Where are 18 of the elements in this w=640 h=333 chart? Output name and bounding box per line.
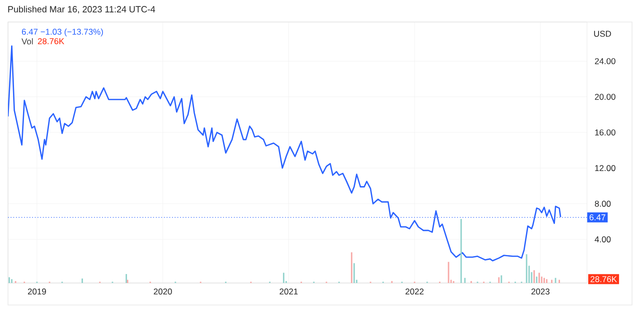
x-tick-label: 2019 bbox=[28, 288, 46, 295]
y-tick-label: 4.00 bbox=[594, 236, 611, 242]
y-tick-label: 8.00 bbox=[594, 200, 611, 207]
x-tick-label: 2022 bbox=[406, 288, 424, 295]
x-tick-label: 2020 bbox=[154, 288, 172, 295]
annotation: 28.76K bbox=[38, 38, 64, 44]
annotation: 6.47 −1.03 (−13.73%) bbox=[22, 28, 103, 36]
chart-title: Published Mar 16, 2023 11:24 UTC-4 bbox=[8, 6, 156, 14]
y-tick-label: 12.00 bbox=[595, 165, 616, 172]
x-tick-label: 2021 bbox=[280, 288, 298, 295]
y-tick-label: 24.00 bbox=[594, 58, 616, 64]
ref-line-label: 6.47 bbox=[590, 214, 606, 220]
y-tick-label: 16.00 bbox=[595, 129, 616, 136]
y-axis-title: USD bbox=[594, 30, 611, 37]
x-tick-label: 2023 bbox=[531, 288, 550, 295]
y-tick-label: 20.00 bbox=[594, 94, 616, 100]
text: 28.76K bbox=[590, 276, 617, 282]
annotation: Vol bbox=[22, 38, 33, 44]
